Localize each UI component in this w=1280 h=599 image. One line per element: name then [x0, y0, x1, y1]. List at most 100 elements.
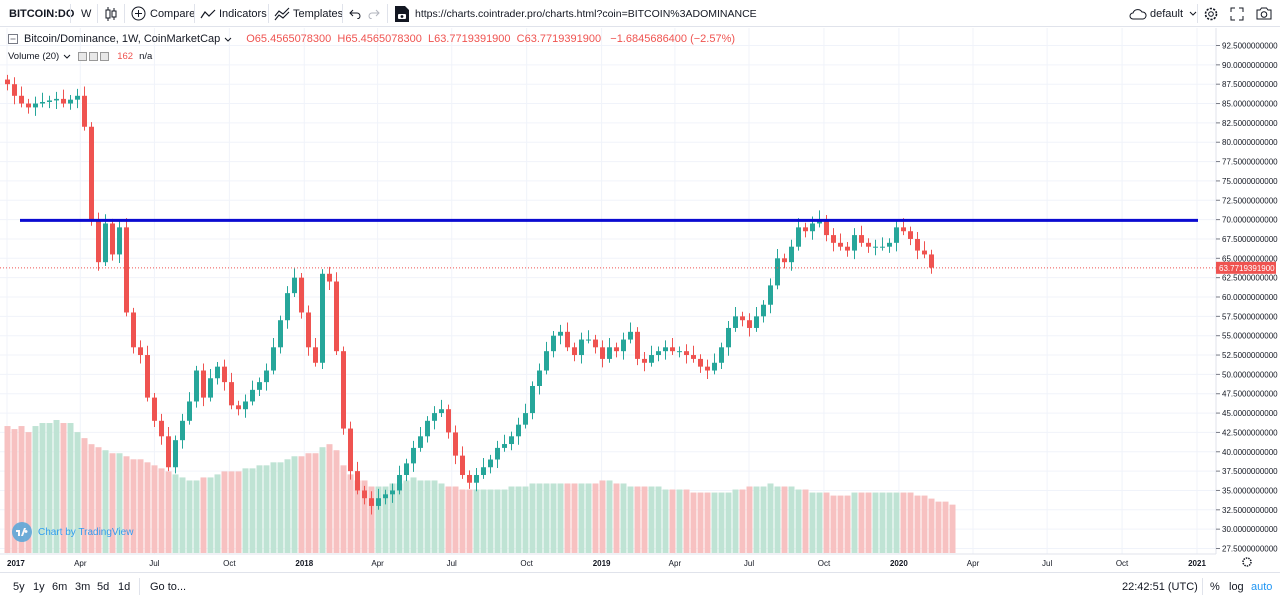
- time-tick-label: Oct: [818, 559, 831, 568]
- price-chart-canvas[interactable]: 92.5000000000 90.0000000000 87.5000000000 8…: [0, 28, 1280, 572]
- settings-toggle-icon[interactable]: [89, 52, 99, 61]
- range-6m[interactable]: 6m: [52, 580, 68, 593]
- volume-bar: [515, 486, 522, 553]
- price-axis-bg: [1216, 28, 1280, 554]
- candle-body: [299, 277, 304, 313]
- redo-button[interactable]: [368, 0, 380, 27]
- range-5y[interactable]: 5y: [13, 580, 25, 593]
- volume-bar: [781, 486, 788, 553]
- toolbar-divider: [139, 578, 140, 595]
- chart-url[interactable]: https://charts.cointrader.pro/charts.htm…: [415, 7, 757, 20]
- candle-body: [222, 366, 227, 383]
- candle-body: [824, 219, 829, 236]
- toolbar-divider: [342, 4, 343, 23]
- candle-body: [663, 347, 668, 352]
- volume-bar: [837, 495, 844, 553]
- volume-bar: [319, 447, 326, 553]
- percent-toggle[interactable]: %: [1210, 580, 1220, 593]
- candle-body: [411, 447, 416, 464]
- axis-settings-gear-icon[interactable]: [1242, 557, 1252, 567]
- gear-icon: [1204, 7, 1218, 20]
- volume-bar: [935, 501, 942, 553]
- volume-bar: [277, 462, 284, 553]
- interval-selector[interactable]: W: [81, 7, 92, 20]
- candle-body: [894, 227, 899, 243]
- log-toggle[interactable]: log: [1229, 580, 1244, 593]
- price-tick-label: 35.0000000000: [1222, 486, 1278, 495]
- volume-bar: [767, 483, 774, 553]
- volume-bar: [158, 468, 165, 553]
- volume-bar: [606, 480, 613, 553]
- eye-toggle-icon[interactable]: [78, 52, 88, 61]
- candle-body: [677, 351, 682, 353]
- time-axis: 2017 Apr Jul Oct 2018 Apr Jul Oct 2019 Apr Jul Oct 2…: [0, 553, 1252, 568]
- volume-bar: [613, 483, 620, 553]
- candle-body: [404, 463, 409, 475]
- candle-body: [292, 277, 297, 294]
- range-1y[interactable]: 1y: [33, 580, 45, 593]
- candle-body: [474, 474, 479, 483]
- volume-bar: [200, 477, 207, 553]
- volume-bar: [557, 483, 564, 553]
- range-5d[interactable]: 5d: [97, 580, 110, 593]
- volume-bar: [487, 489, 494, 553]
- volume-bar: [144, 462, 151, 553]
- fullscreen-button[interactable]: [1230, 0, 1244, 27]
- candle-body: [82, 95, 87, 127]
- candle-body: [614, 347, 619, 352]
- auto-toggle[interactable]: auto: [1251, 580, 1273, 593]
- toolbar-divider: [70, 4, 71, 23]
- volume-bar: [445, 486, 452, 553]
- volume-bar: [718, 492, 725, 553]
- chevron-down-icon[interactable]: [224, 37, 232, 42]
- candle-body: [803, 227, 808, 232]
- collapse-icon[interactable]: [8, 34, 18, 44]
- undo-button[interactable]: [349, 0, 361, 27]
- templates-button[interactable]: Templates: [274, 0, 343, 27]
- symbol-search[interactable]: BITCOIN:DO: [9, 7, 75, 20]
- candle-body: [467, 474, 472, 483]
- candle-body: [75, 95, 80, 100]
- series-title[interactable]: Bitcoin/Dominance, 1W, CoinMarketCap: [24, 33, 221, 45]
- volume-bar: [4, 426, 11, 553]
- range-3m[interactable]: 3m: [75, 580, 91, 593]
- volume-bar: [263, 465, 270, 553]
- indicators-button[interactable]: Indicators: [200, 0, 267, 27]
- price-tick-label: 47.5000000000: [1222, 390, 1278, 399]
- volume-bar: [536, 483, 543, 553]
- volume-bar: [753, 486, 760, 553]
- candle-body: [761, 304, 766, 317]
- volume-bar: [452, 486, 459, 553]
- compare-label: Compare: [150, 7, 196, 20]
- volume-bar: [389, 483, 396, 553]
- settings-button[interactable]: [1203, 0, 1219, 27]
- candle-body: [68, 99, 73, 104]
- volume-bar: [39, 423, 46, 553]
- chart-pane[interactable]: 92.5000000000 90.0000000000 87.5000000000 8…: [0, 28, 1280, 572]
- range-1d[interactable]: 1d: [118, 580, 131, 593]
- volume-bar: [207, 477, 214, 553]
- volume-bar: [235, 471, 242, 553]
- clock[interactable]: 22:42:51 (UTC): [1122, 580, 1198, 593]
- screenshot-link-button[interactable]: [394, 0, 410, 27]
- watermark-text: Chart by TradingView: [38, 526, 134, 538]
- chevron-down-icon[interactable]: [63, 54, 71, 59]
- price-tick-label: 42.5000000000: [1222, 428, 1278, 437]
- close-toggle-icon[interactable]: [100, 52, 110, 61]
- theme-selector[interactable]: default: [1129, 0, 1197, 27]
- volume-bar: [193, 480, 200, 553]
- tradingview-watermark[interactable]: Chart by TradingView: [12, 522, 133, 542]
- ohlc-change: −1.6845686400 (−2.57%): [610, 33, 736, 45]
- volume-label[interactable]: Volume (20): [8, 51, 60, 62]
- volume-bar: [137, 459, 144, 553]
- volume-bar: [543, 483, 550, 553]
- volume-bar: [81, 438, 88, 553]
- goto-button[interactable]: Go to...: [150, 580, 187, 593]
- candle-body: [642, 358, 647, 363]
- snapshot-button[interactable]: [1256, 0, 1272, 27]
- symbol-legend: Bitcoin/Dominance, 1W, CoinMarketCap O65…: [8, 33, 735, 45]
- volume-bar: [907, 492, 914, 553]
- volume-bar: [25, 432, 32, 553]
- chart-style-button[interactable]: [104, 0, 118, 27]
- compare-button[interactable]: Compare: [131, 0, 195, 27]
